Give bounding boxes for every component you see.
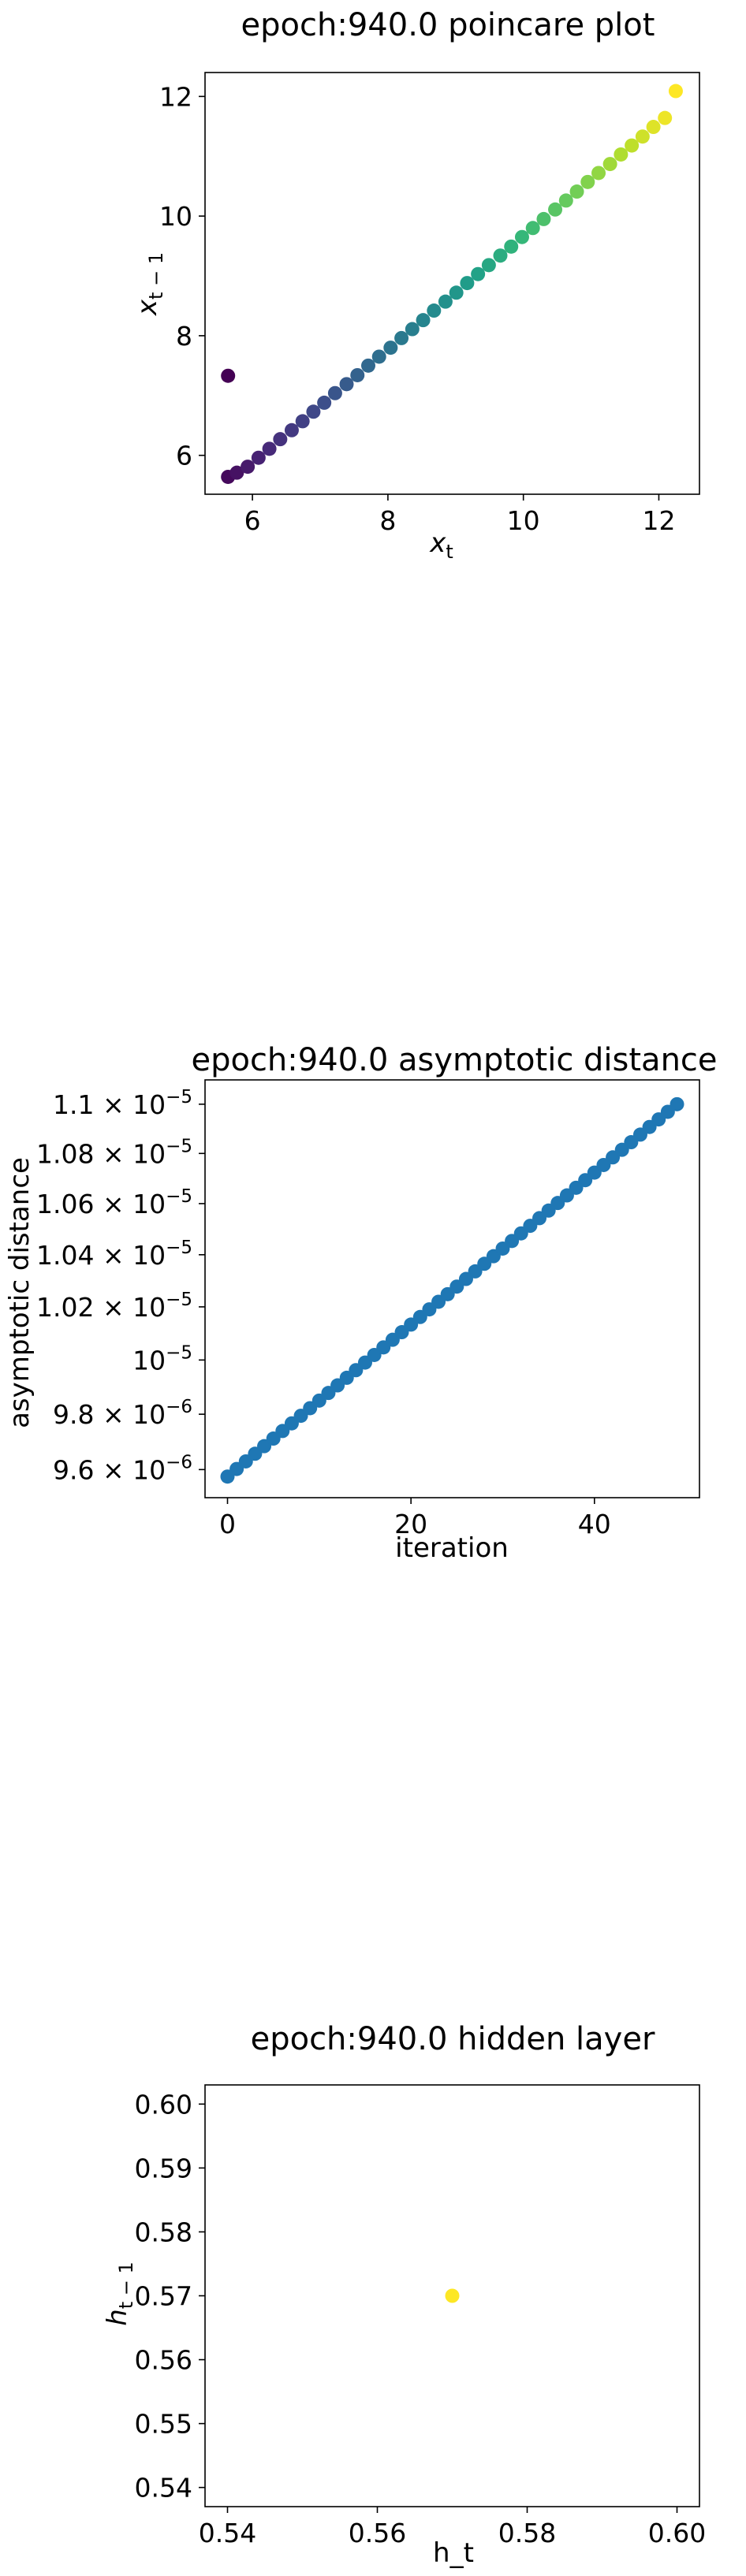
x-tick-label: 0.60: [648, 2518, 706, 2548]
x-tick-label: 0.58: [498, 2518, 556, 2548]
poincare-points: [221, 84, 683, 484]
x-tick-label: 20: [394, 1509, 427, 1539]
asymptotic-x-ticks: 0 20 40: [219, 1498, 611, 1539]
data-point: [295, 414, 310, 429]
poincare-x-ticks: 6 8 10 12: [244, 494, 675, 536]
hidden-layer-x-ticks: 0.54 0.56 0.58 0.60: [199, 2507, 706, 2548]
data-point: [670, 1096, 684, 1111]
asymptotic-title: epoch:940.0 asymptotic distance: [191, 1042, 717, 1078]
y-tick-label: 0.55: [135, 2409, 192, 2440]
y-tick-label: 9.6 × 10−6: [53, 1452, 192, 1485]
y-tick-label: 0.54: [135, 2473, 192, 2503]
data-point: [471, 266, 486, 281]
data-point: [558, 193, 573, 208]
y-tick-label: 9.8 × 10−6: [53, 1397, 192, 1430]
asymptotic-x-label: iteration: [395, 1532, 509, 1564]
data-point: [536, 211, 551, 226]
y-tick-label: 0.59: [135, 2153, 192, 2183]
y-tick-label: 0.58: [135, 2217, 192, 2247]
y-tick-label: 6: [176, 441, 192, 471]
hidden-layer-y-label: ht − 1: [102, 2261, 137, 2326]
y-tick-label: 0.56: [135, 2345, 192, 2376]
data-point: [350, 367, 365, 382]
data-point: [416, 313, 431, 328]
data-point: [221, 368, 236, 383]
asymptotic-y-label: asymptotic distance: [4, 1157, 35, 1428]
data-point: [427, 303, 442, 318]
x-tick-label: 0.54: [199, 2518, 256, 2548]
data-point: [394, 330, 409, 345]
data-point: [668, 84, 683, 99]
data-point: [360, 358, 375, 373]
asymptotic-plot-frame: [204, 1079, 700, 1498]
y-tick-label: 12: [159, 81, 192, 112]
poincare-plot-frame: [204, 72, 700, 495]
data-point: [371, 349, 386, 364]
data-point: [514, 229, 529, 244]
data-point: [317, 395, 332, 410]
y-tick-label: 1.06 × 10−5: [36, 1186, 192, 1219]
y-tick-label: 1.08 × 10−5: [36, 1136, 192, 1169]
data-point: [284, 423, 299, 437]
data-point: [614, 147, 629, 162]
data-point: [339, 377, 354, 392]
y-tick-label: 8: [176, 321, 192, 352]
poincare-title: epoch:940.0 poincare plot: [241, 7, 655, 43]
x-tick-label: 6: [244, 505, 261, 536]
data-point: [504, 239, 519, 254]
data-point: [383, 341, 398, 356]
data-point: [525, 221, 540, 236]
x-tick-label: 8: [379, 505, 396, 536]
data-point: [449, 285, 464, 300]
data-point: [273, 432, 288, 447]
data-point: [229, 465, 244, 480]
poincare-x-label: xt: [429, 527, 453, 563]
data-point: [460, 276, 475, 291]
data-point: [327, 385, 342, 400]
asymptotic-y-ticks: 9.6 × 10−6 9.8 × 10−6 10−5 1.02 × 10−5 1.04 …: [36, 1087, 205, 1485]
hidden-layer-x-label: h_t: [433, 2537, 474, 2569]
data-point: [569, 184, 584, 199]
y-tick-label: 0.57: [135, 2281, 192, 2312]
y-tick-label: 1.02 × 10−5: [36, 1290, 192, 1323]
data-point: [591, 166, 606, 181]
x-tick-label: 10: [507, 505, 540, 536]
data-point: [580, 174, 595, 189]
data-point: [493, 248, 508, 263]
poincare-chart: epoch:940.0 poincare plot 6 8 10 12 681012 …: [132, 7, 700, 563]
y-tick-label: 1.04 × 10−5: [36, 1238, 192, 1271]
data-point: [241, 460, 256, 475]
data-point: [438, 294, 453, 309]
hidden-layer-y-ticks: 0.54 0.55 0.56 0.57 0.58 0.59 0.60: [135, 2089, 205, 2503]
data-point: [262, 441, 277, 456]
x-tick-label: 40: [578, 1509, 611, 1539]
data-point: [635, 129, 650, 144]
data-point: [251, 450, 266, 465]
y-tick-label: 10−5: [132, 1342, 192, 1375]
hidden-layer-title: epoch:940.0 hidden layer: [251, 2021, 655, 2057]
y-tick-label: 0.60: [135, 2089, 192, 2120]
poincare-y-label: xt − 1: [132, 252, 167, 316]
asymptotic-points: [220, 1096, 684, 1484]
data-point: [602, 157, 617, 172]
poincare-y-ticks: 6 8 10 12: [159, 81, 205, 471]
data-point: [658, 110, 673, 125]
x-tick-label: 12: [642, 505, 675, 536]
hidden-layer-points: [445, 2288, 460, 2303]
x-tick-label: 0.56: [349, 2518, 406, 2548]
asymptotic-chart: epoch:940.0 asymptotic distance 0 20 40 9.…: [4, 1042, 718, 1564]
data-point: [548, 202, 563, 217]
data-point: [306, 404, 321, 419]
data-point: [405, 322, 420, 337]
y-tick-label: 1.1 × 10−5: [53, 1087, 192, 1120]
data-point: [481, 258, 496, 273]
hidden-layer-chart: epoch:940.0 hidden layer 0.54 0.56 0.58 0.6…: [102, 2021, 706, 2569]
data-point: [445, 2288, 460, 2303]
data-point: [625, 138, 640, 153]
y-tick-label: 10: [159, 201, 192, 232]
data-point: [646, 120, 661, 135]
x-tick-label: 0: [219, 1509, 236, 1539]
